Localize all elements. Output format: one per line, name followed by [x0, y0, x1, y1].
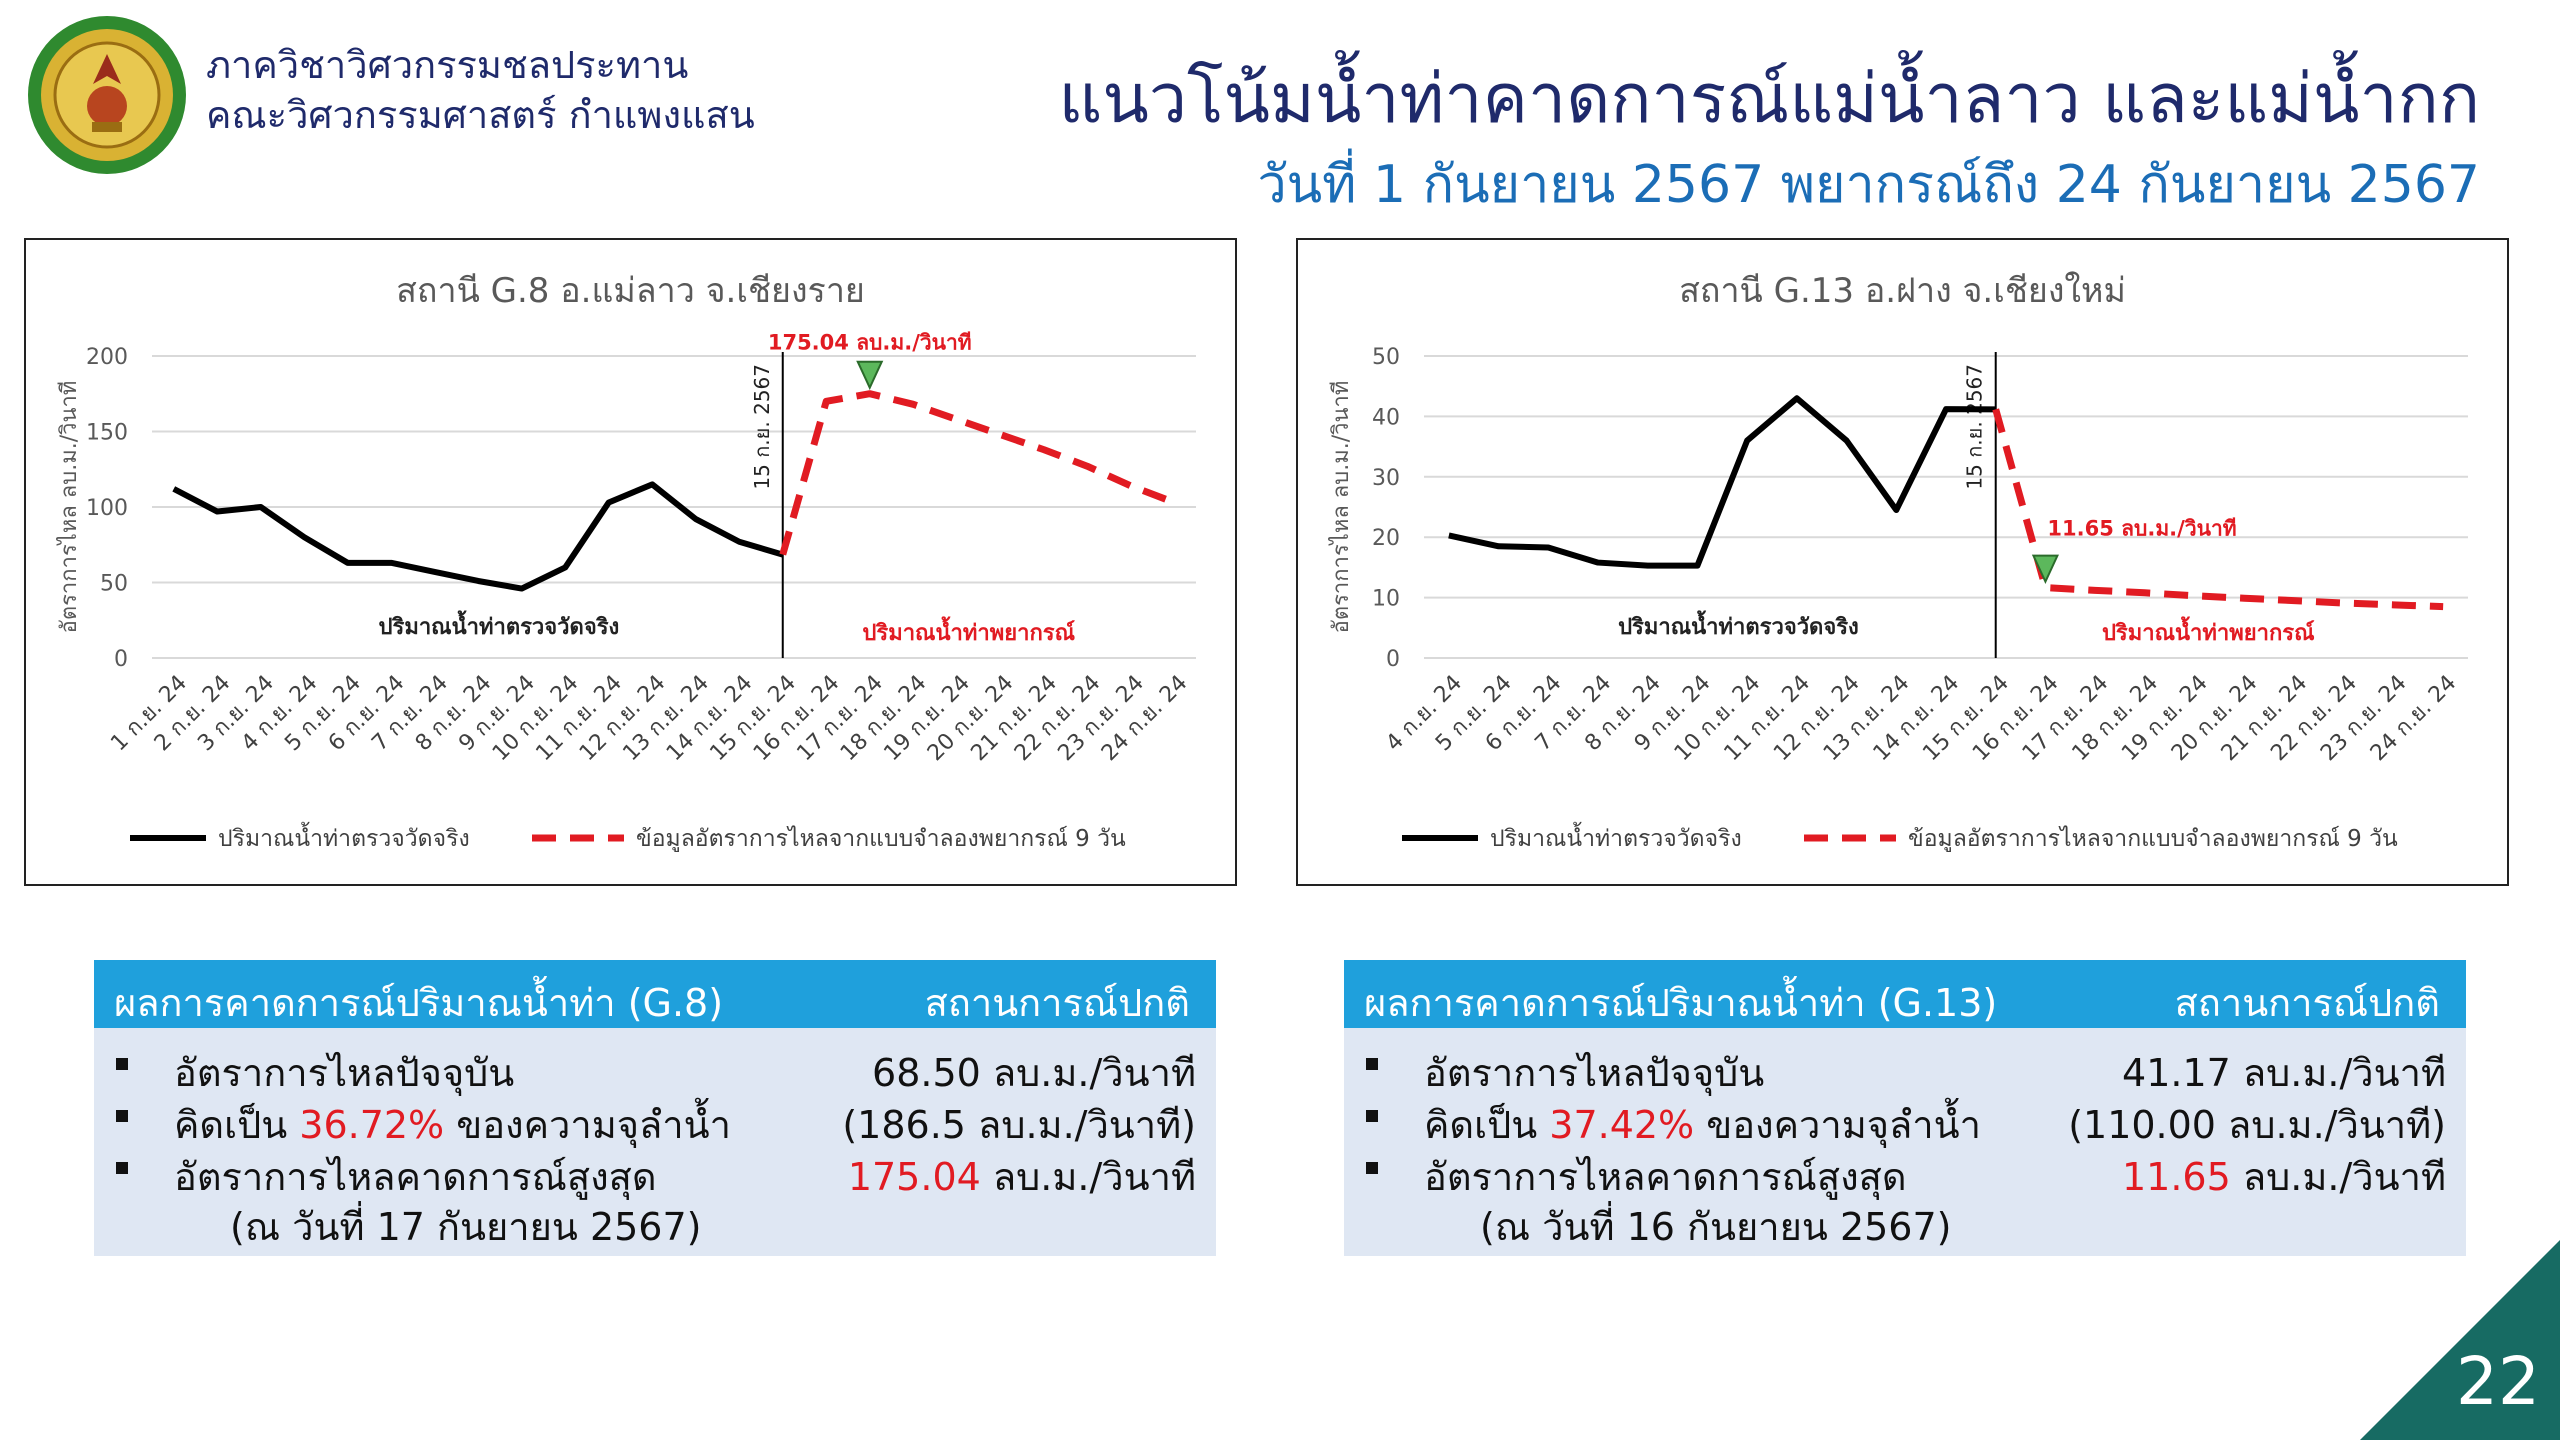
department-line: ภาควิชาวิศวกรรมชลประทาน — [206, 43, 689, 87]
max-forecast-row: อัตราการไหลคาดการณ์สูงสุด 11.65 ลบ.ม./วิ… — [1344, 1146, 2466, 1199]
row-label: อัตราการไหลคาดการณ์สูงสุด — [1424, 1155, 1907, 1199]
max-date-row: (ณ วันที่ 17 กันยายน 2567) — [94, 1196, 1216, 1249]
y-tick-label: 10 — [1372, 587, 1400, 612]
row-label: อัตราการไหลปัจจุบัน — [1424, 1051, 1765, 1095]
summary-header: ผลการคาดการณ์ปริมาณน้ำท่า (G.8) สถานการณ… — [94, 960, 1216, 1028]
max-forecast-row: อัตราการไหลคาดการณ์สูงสุด 175.04 ลบ.ม./ว… — [94, 1146, 1216, 1199]
current-flow-row: อัตราการไหลปัจจุบัน 41.17 ลบ.ม./วินาที — [1344, 1042, 2466, 1095]
legend-observed-label: ปริมาณน้ำท่าตรวจวัดจริง — [218, 822, 470, 852]
y-tick-label: 0 — [1386, 647, 1400, 672]
max-unit: ลบ.ม./วินาที — [2230, 1155, 2446, 1199]
bullet-icon — [116, 1058, 128, 1070]
bullet-icon — [1366, 1162, 1378, 1174]
forecast-summary-g8: ผลการคาดการณ์ปริมาณน้ำท่า (G.8) สถานการณ… — [94, 960, 1216, 1256]
row-value: 68.50 ลบ.ม./วินาที — [872, 1051, 1196, 1095]
row-value: 175.04 ลบ.ม./วินาที — [848, 1146, 1196, 1207]
peak-label: 175.04 ลบ.ม./วินาที — [768, 331, 972, 355]
y-tick-label: 30 — [1372, 466, 1400, 491]
corner-decoration — [2360, 1240, 2560, 1440]
bullet-icon — [116, 1110, 128, 1122]
capacity-row: คิดเป็น 36.72% ของความจุลำน้ำ (186.5 ลบ.… — [94, 1094, 1216, 1147]
divider-label: 15 ก.ย. 2567 — [1963, 364, 1987, 490]
y-tick-label: 150 — [86, 421, 128, 446]
summary-header-status: สถานการณ์ปกติ — [924, 981, 1190, 1025]
row-value: 41.17 ลบ.ม./วินาที — [2122, 1051, 2446, 1095]
legend-observed-label: ปริมาณน้ำท่าตรวจวัดจริง — [1490, 822, 1742, 852]
forecast-area-label: ปริมาณน้ำท่าพยากรณ์ — [2102, 616, 2315, 646]
y-axis-label: อัตราการไหล ลบ.ม./วินาที — [1328, 381, 1354, 634]
summary-header-title: ผลการคาดการณ์ปริมาณน้ำท่า (G.8) — [114, 981, 724, 1025]
peak-marker-icon — [2031, 554, 2059, 585]
university-logo — [28, 16, 186, 174]
summary-header-title: ผลการคาดการณ์ปริมาณน้ำท่า (G.13) — [1364, 981, 1998, 1025]
bullet-icon — [116, 1162, 128, 1174]
observed-area-label: ปริมาณน้ำท่าตรวจวัดจริง — [1618, 610, 1859, 640]
peak-label: 11.65 ลบ.ม./วินาที — [2047, 517, 2236, 541]
y-tick-label: 50 — [1372, 345, 1400, 370]
row-label: อัตราการไหลคาดการณ์สูงสุด — [174, 1155, 657, 1199]
capacity-percent: 36.72% — [299, 1103, 445, 1147]
forecast-series-line — [779, 390, 1176, 556]
max-value: 175.04 — [847, 1155, 981, 1199]
capacity-row: คิดเป็น 37.42% ของความจุลำน้ำ (110.00 ลบ… — [1344, 1094, 2466, 1147]
chart-title: สถานี G.13 อ.ฝาง จ.เชียงใหม่ — [1679, 271, 2126, 311]
page-title: แนวโน้มน้ำท่าคาดการณ์แม่น้ำลาว และแม่น้ำ… — [1058, 60, 2480, 139]
page-number: 22 — [2456, 1343, 2540, 1420]
row-value: 11.65 ลบ.ม./วินาที — [2122, 1146, 2446, 1207]
forecast-series-line — [1992, 408, 2444, 611]
y-tick-label: 100 — [86, 496, 128, 521]
chart-title: สถานี G.8 อ.แม่ลาว จ.เชียงราย — [396, 271, 865, 311]
divider-label: 15 ก.ย. 2567 — [750, 364, 774, 490]
row-label: อัตราการไหลปัจจุบัน — [174, 1051, 515, 1095]
row-label: คิดเป็น 36.72% ของความจุลำน้ำ — [174, 1094, 731, 1155]
row-label: คิดเป็น 37.42% ของความจุลำน้ำ — [1424, 1094, 1981, 1155]
row-value: (186.5 ลบ.ม./วินาที) — [842, 1103, 1196, 1147]
y-axis-label: อัตราการไหล ลบ.ม./วินาที — [56, 381, 82, 634]
observed-series-line — [1448, 395, 1996, 569]
chart-g13: สถานี G.13 อ.ฝาง จ.เชียงใหม่อัตราการไหล … — [1296, 238, 2509, 886]
capacity-suffix: ของความจุลำน้ำ — [1694, 1103, 1981, 1147]
department-name: ภาควิชาวิศวกรรมชลประทาน คณะวิศวกรรมศาสตร… — [206, 40, 755, 140]
page-subtitle: วันที่ 1 กันยายน 2567 พยากรณ์ถึง 24 กันย… — [1257, 155, 2480, 215]
legend-forecast-label: ข้อมูลอัตราการไหลจากแบบจำลองพยากรณ์ 9 วั… — [636, 825, 1126, 852]
capacity-prefix: คิดเป็น — [174, 1103, 300, 1147]
row-label: (ณ วันที่ 17 กันยายน 2567) — [230, 1205, 702, 1249]
line-chart: สถานี G.13 อ.ฝาง จ.เชียงใหม่อัตราการไหล … — [1328, 271, 2468, 852]
y-tick-label: 200 — [86, 345, 128, 370]
capacity-suffix: ของความจุลำน้ำ — [444, 1103, 731, 1147]
max-date-row: (ณ วันที่ 16 กันยายน 2567) — [1344, 1196, 2466, 1249]
capacity-prefix: คิดเป็น — [1424, 1103, 1550, 1147]
peak-marker-icon — [856, 360, 884, 391]
max-value: 11.65 — [2122, 1155, 2231, 1199]
current-flow-row: อัตราการไหลปัจจุบัน 68.50 ลบ.ม./วินาที — [94, 1042, 1216, 1095]
forecast-summary-g13: ผลการคาดการณ์ปริมาณน้ำท่า (G.13) สถานการ… — [1344, 960, 2466, 1256]
row-label: (ณ วันที่ 16 กันยายน 2567) — [1480, 1205, 1952, 1249]
y-tick-label: 40 — [1372, 405, 1400, 430]
y-tick-label: 0 — [114, 647, 128, 672]
capacity-percent: 37.42% — [1549, 1103, 1695, 1147]
y-tick-label: 50 — [100, 572, 128, 597]
bullet-icon — [1366, 1058, 1378, 1070]
summary-header: ผลการคาดการณ์ปริมาณน้ำท่า (G.13) สถานการ… — [1344, 960, 2466, 1028]
forecast-area-label: ปริมาณน้ำท่าพยากรณ์ — [862, 616, 1075, 646]
observed-area-label: ปริมาณน้ำท่าตรวจวัดจริง — [379, 610, 620, 640]
bullet-icon — [1366, 1110, 1378, 1122]
legend-forecast-label: ข้อมูลอัตราการไหลจากแบบจำลองพยากรณ์ 9 วั… — [1908, 825, 2398, 852]
faculty-line: คณะวิศวกรรมศาสตร์ กำแพงแสน — [206, 93, 755, 137]
summary-header-status: สถานการณ์ปกติ — [2174, 981, 2440, 1025]
observed-series-line — [172, 481, 784, 592]
row-value: (110.00 ลบ.ม./วินาที) — [2068, 1103, 2446, 1147]
line-chart: สถานี G.8 อ.แม่ลาว จ.เชียงรายอัตราการไหล… — [56, 271, 1196, 852]
chart-g8: สถานี G.8 อ.แม่ลาว จ.เชียงรายอัตราการไหล… — [24, 238, 1237, 886]
y-tick-label: 20 — [1372, 526, 1400, 551]
max-unit: ลบ.ม./วินาที — [980, 1155, 1196, 1199]
